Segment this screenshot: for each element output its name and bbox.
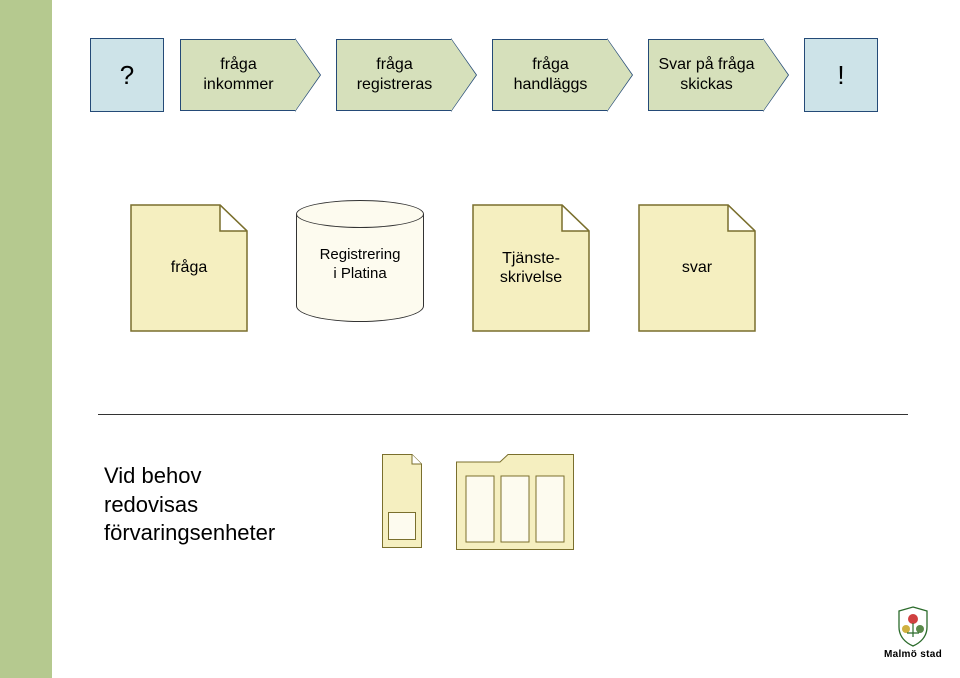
mini-folder	[456, 454, 574, 555]
artifacts-row: fråga Registrering i Platina Tjänste- sk…	[130, 200, 756, 336]
doc-svar-label: svar	[682, 258, 712, 277]
flow-step-1-label: fråga inkommer	[203, 55, 273, 95]
bottom-caption: Vid behov redovisas förvaringsenheter	[104, 462, 275, 548]
cylinder-label: Registrering i Platina	[296, 246, 424, 284]
mini-document-inner-square	[388, 512, 416, 540]
sidebar-stripe	[0, 0, 52, 678]
flow-step-3-label: fråga handläggs	[514, 55, 588, 95]
doc-tjansteskrivelse-label: Tjänste- skrivelse	[500, 249, 562, 287]
process-flow-row: ? fråga inkommer fråga registreras fråga…	[90, 38, 878, 112]
doc-fraga-label: fråga	[171, 258, 207, 277]
doc-svar: svar	[638, 204, 756, 332]
flow-step-1: fråga inkommer	[180, 39, 320, 111]
flow-step-3: fråga handläggs	[492, 39, 632, 111]
flow-step-2-label: fråga registreras	[357, 55, 433, 95]
mini-document	[382, 454, 422, 548]
cylinder-registrering: Registrering i Platina	[296, 200, 424, 336]
flow-start-label: ?	[120, 60, 134, 91]
slide-stage: ? fråga inkommer fråga registreras fråga…	[0, 0, 960, 678]
flow-start-box: ?	[90, 38, 164, 112]
flow-end-box: !	[804, 38, 878, 112]
crest-icon	[893, 605, 933, 647]
mini-folder-icon	[456, 454, 574, 550]
doc-fraga: fråga	[130, 204, 248, 332]
malmostad-logo: Malmö stad	[884, 605, 942, 660]
flow-step-2: fråga registreras	[336, 39, 476, 111]
flow-end-label: !	[837, 60, 844, 91]
flow-step-4-label: Svar på fråga skickas	[658, 55, 754, 95]
logo-label: Malmö stad	[884, 649, 942, 660]
flow-step-4: Svar på fråga skickas	[648, 39, 788, 111]
section-divider	[98, 414, 908, 415]
doc-tjansteskrivelse: Tjänste- skrivelse	[472, 204, 590, 332]
